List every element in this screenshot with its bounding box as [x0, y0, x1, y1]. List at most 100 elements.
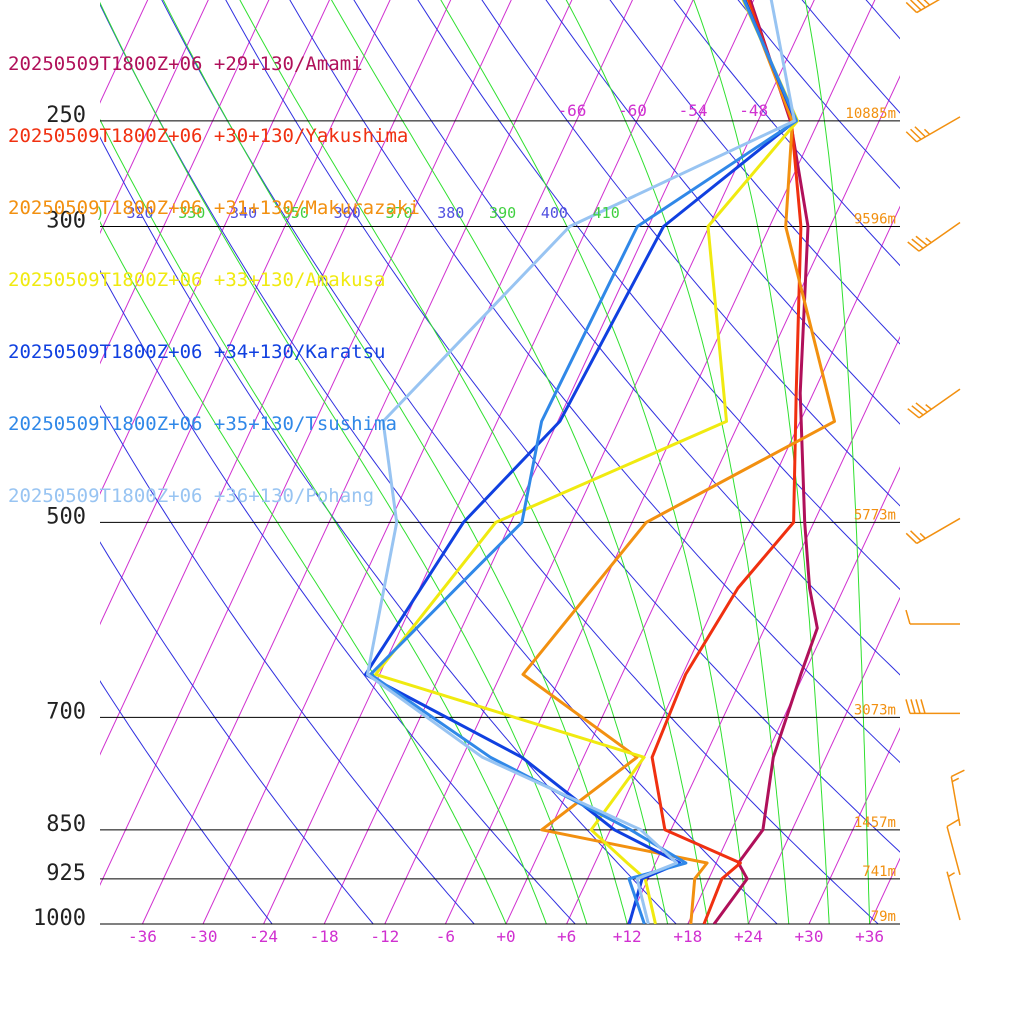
series-line: [521, 0, 836, 924]
wind-barb-flag: [915, 402, 928, 413]
temperature-tick-label: +0: [496, 927, 515, 946]
wind-barb: [905, 699, 960, 715]
isotherm-line: [869, 857, 900, 924]
isotherm-line: [384, 0, 815, 924]
wind-barb-flag: [916, 0, 926, 9]
isotherm-line: [505, 75, 900, 924]
series-line: [712, 0, 819, 924]
dry-adiabat-line: [426, 0, 1024, 924]
temperature-tick-label: +6: [557, 927, 576, 946]
wind-barb-flag: [907, 241, 920, 252]
theta-label: 320: [126, 204, 153, 222]
dry-adiabat-line: [353, 0, 900, 676]
wind-barb-shaft: [916, 0, 940, 14]
series-line: [369, 0, 798, 924]
wind-barb: [907, 221, 961, 252]
isotherm-line: [444, 0, 876, 924]
dry-adiabat-line: [386, 0, 1024, 924]
sounding-series: [364, 0, 836, 924]
wind-barb-flag: [905, 131, 918, 143]
theta-label: 360: [334, 204, 361, 222]
axis-labels: 100150200250300500700850925100016557m141…: [33, 101, 896, 946]
legend-entry-karatsu: 20250509T1800Z+06 +34+130/Karatsu: [8, 341, 386, 363]
wind-barb-flag: [907, 408, 920, 419]
dry-adiabat-line: [100, 680, 273, 924]
wind-barb-flag: [915, 235, 928, 247]
wind-barb-half-flag: [919, 532, 926, 539]
wind-barb-flag: [910, 0, 922, 11]
dry-adiabat-line: [100, 3, 778, 924]
isotherm-line: [808, 727, 900, 924]
height-label: 9596m: [854, 211, 896, 227]
isotherm-line: [202, 0, 633, 924]
wind-barb-half-flag: [925, 237, 932, 244]
pressure-tick-label: 1000: [33, 906, 86, 931]
dry-adiabat-line: [100, 269, 576, 924]
dry-adiabat-line: [225, 0, 900, 853]
theta-label: 370: [385, 204, 412, 222]
wind-barb-shaft: [918, 221, 961, 252]
dry-adiabat-line: [289, 0, 900, 764]
wind-barb-shaft: [918, 388, 961, 419]
wind-barb-flag: [910, 128, 922, 140]
pressure-tick-label: 700: [46, 699, 86, 724]
wind-barb-flag: [905, 609, 911, 625]
wind-barb-half-flag: [923, 128, 931, 135]
dry-adiabat-line: [466, 0, 1024, 924]
legend-entry-amakusa: 20250509T1800Z+06 +33+130/Amakusa: [8, 269, 386, 291]
wind-barb: [905, 116, 961, 143]
isotherm-lines: [100, 0, 900, 924]
wind-barb-shaft: [916, 517, 961, 545]
series-line: [374, 0, 799, 924]
series-line: [650, 0, 803, 924]
temperature-tick-label: -24: [249, 927, 278, 946]
wind-barb-half-flag: [951, 777, 960, 783]
dry-adiabat-line: [100, 404, 475, 924]
theta-label: ): [95, 204, 104, 222]
theta-label: 340: [230, 204, 257, 222]
wind-barb-flag: [920, 699, 926, 714]
isotherm-line: [323, 0, 755, 924]
upper-temperature-label: -54: [679, 101, 708, 120]
legend-entry-amami: 20250509T1800Z+06 +29+130/Amami: [8, 53, 363, 75]
wind-barb-flag: [915, 699, 921, 714]
wind-barb: [905, 0, 940, 14]
pressure-tick-label: 850: [46, 812, 86, 837]
pressure-tick-label: 250: [46, 103, 86, 128]
height-label: 1457m: [854, 815, 896, 831]
moist-adiabat-line: [693, 0, 830, 924]
wind-barb-flag: [923, 0, 931, 6]
temperature-tick-label: +24: [734, 927, 763, 946]
height-label: 3073m: [854, 702, 896, 718]
theta-label: 350: [282, 204, 309, 222]
wind-barb-flag: [911, 405, 924, 416]
wind-barb: [905, 517, 961, 545]
wind-barb: [946, 871, 961, 921]
wind-barb-shaft: [916, 116, 961, 143]
temperature-tick-label: -30: [189, 927, 218, 946]
wind-barb-flag: [910, 530, 922, 542]
dry-adiabat-lines: [100, 0, 1024, 924]
pressure-tick-label: 925: [46, 861, 86, 886]
legend-entry-pohang: 20250509T1800Z+06 +36+130/Pohang: [8, 485, 375, 507]
temperature-tick-label: -18: [310, 927, 339, 946]
isotherm-line: [141, 0, 573, 924]
dry-adiabat-line: [100, 541, 374, 924]
isotherm-line: [747, 596, 900, 924]
wind-barb-flag: [905, 699, 911, 714]
series-line: [366, 0, 796, 924]
dry-adiabat-line: [161, 0, 879, 924]
upper-temperature-label: -66: [557, 101, 586, 120]
upper-temperature-label: -60: [618, 101, 647, 120]
isotherm-line: [100, 0, 512, 887]
series-line: [364, 0, 797, 924]
legend-entry-makurazaki: 20250509T1800Z+06 +31+130/Makurazaki: [8, 197, 420, 219]
height-label: 79m: [871, 909, 896, 925]
temperature-tick-label: -36: [128, 927, 157, 946]
isotherm-line: [100, 0, 391, 626]
dry-adiabat-line: [100, 136, 677, 924]
wind-barb-flag: [946, 818, 960, 828]
wind-barb-shaft: [950, 776, 961, 826]
height-label: 741m: [862, 864, 896, 880]
